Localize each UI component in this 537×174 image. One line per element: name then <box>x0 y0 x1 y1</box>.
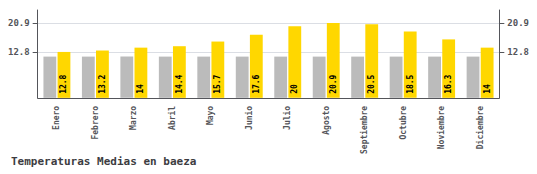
svg-text:17.6: 17.6 <box>252 74 261 93</box>
svg-text:13.2: 13.2 <box>98 74 107 93</box>
svg-text:Septiembre: Septiembre <box>359 106 369 154</box>
svg-text:18.5: 18.5 <box>406 74 415 93</box>
svg-text:14: 14 <box>483 84 492 94</box>
svg-text:Diciembre: Diciembre <box>475 106 485 150</box>
svg-text:16.3: 16.3 <box>444 74 453 93</box>
svg-text:Noviembre: Noviembre <box>436 106 446 150</box>
svg-text:15.7: 15.7 <box>213 74 222 93</box>
svg-text:Marzo: Marzo <box>129 106 138 130</box>
svg-text:Enero: Enero <box>52 106 61 130</box>
svg-text:14.4: 14.4 <box>175 74 184 93</box>
svg-text:Junio: Junio <box>244 106 254 130</box>
svg-text:Abril: Abril <box>167 106 177 130</box>
svg-text:Agosto: Agosto <box>322 106 331 135</box>
svg-text:20.5: 20.5 <box>367 74 376 93</box>
svg-text:Julio: Julio <box>282 106 292 130</box>
svg-text:20: 20 <box>290 84 299 94</box>
svg-text:12.8: 12.8 <box>59 74 68 93</box>
svg-text:12.8: 12.8 <box>8 47 30 57</box>
svg-text:20.9: 20.9 <box>8 18 30 28</box>
svg-text:Febrero: Febrero <box>91 106 100 140</box>
svg-text:12.8: 12.8 <box>507 47 529 57</box>
svg-text:20.9: 20.9 <box>329 74 338 93</box>
svg-text:20.9: 20.9 <box>507 18 529 28</box>
svg-text:Octubre: Octubre <box>399 106 408 140</box>
svg-text:14: 14 <box>136 84 145 94</box>
svg-text:Temperaturas Medias en baeza: Temperaturas Medias en baeza <box>11 155 196 168</box>
svg-text:Mayo: Mayo <box>206 106 215 125</box>
